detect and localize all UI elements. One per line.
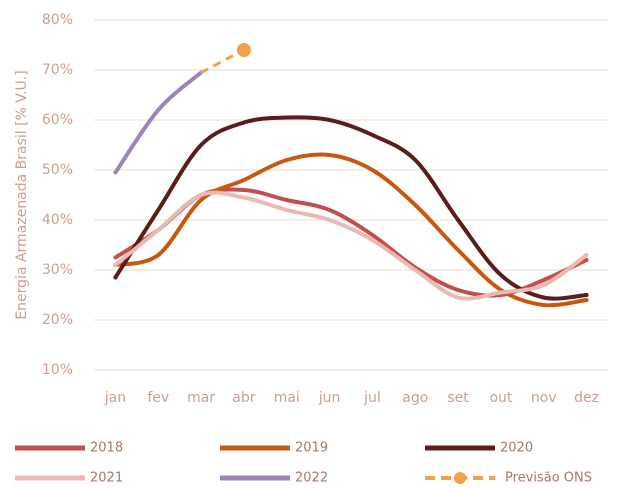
x-tick-label: mai <box>274 390 300 406</box>
x-tick-label: out <box>489 390 512 406</box>
x-tick-label: jul <box>363 390 381 406</box>
y-tick-label: 50% <box>42 162 73 178</box>
y-tick-label: 10% <box>42 362 73 378</box>
x-tick-label: nov <box>531 390 557 406</box>
legend-label: 2020 <box>500 441 533 456</box>
series-line <box>200 48 245 74</box>
x-tick-label: set <box>447 390 469 406</box>
series-line <box>113 115 589 301</box>
legend-label: Previsão ONS <box>505 471 592 486</box>
point <box>236 43 251 57</box>
legend-label: 2022 <box>295 471 328 486</box>
series-line <box>113 70 204 175</box>
legend-marker <box>454 472 466 484</box>
y-tick-label: 30% <box>42 262 73 278</box>
series-line <box>113 190 589 301</box>
x-tick-label: jan <box>104 390 126 406</box>
legend-label: 2019 <box>295 441 328 456</box>
y-tick-label: 60% <box>42 112 73 128</box>
y-tick-label: 70% <box>42 62 73 78</box>
y-tick-label: 40% <box>42 212 73 228</box>
legend-label: 2021 <box>90 471 123 486</box>
x-tick-label: fev <box>147 390 169 406</box>
y-tick-label: 80% <box>42 12 73 28</box>
x-tick-label: abr <box>232 390 255 406</box>
legend: 2018 2019 2020 2021 2022 Previsão ONS <box>15 441 592 486</box>
legend-label: 2018 <box>90 441 123 456</box>
y-axis-title: Energia Armazenada Brasil [% V.U.] <box>14 70 30 319</box>
x-tick-label: jun <box>318 390 341 406</box>
x-tick-label: ago <box>402 390 428 406</box>
y-tick-label: 20% <box>42 312 73 328</box>
x-tick-label: mar <box>187 390 215 406</box>
x-tick-label: dez <box>574 390 599 406</box>
